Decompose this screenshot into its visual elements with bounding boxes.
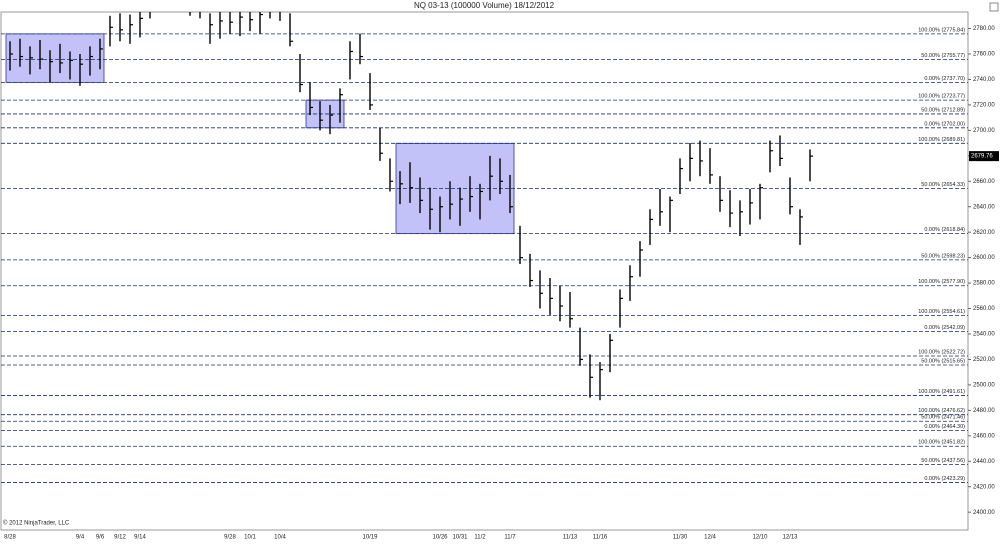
x-tick-label: 9/12: [114, 535, 126, 541]
level-label: 50.00% (2755.77): [921, 53, 965, 59]
x-tick-label: 9/6: [96, 535, 105, 541]
level-label: 0.00% (2464.30): [924, 424, 965, 430]
level-label: 50.00% (2598.23): [921, 253, 965, 259]
chart-title: NQ 03-13 (100000 Volume) 18/12/2012: [414, 1, 555, 10]
y-tick-label: 2420.00: [973, 484, 995, 490]
price-marker-label: 2679.76: [971, 154, 993, 160]
level-label: 100.00% (2577.90): [918, 279, 965, 285]
y-tick-label: 2760.00: [973, 52, 995, 58]
level-label: 0.00% (2702.00): [924, 121, 965, 127]
level-label: 0.00% (2423.29): [924, 476, 965, 482]
level-label: 50.00% (2654.33): [921, 182, 965, 188]
y-tick-label: 2700.00: [973, 128, 995, 134]
x-tick-label: 9/28: [224, 535, 236, 541]
y-tick-label: 2580.00: [973, 281, 995, 287]
x-tick-label: 9/4: [76, 535, 85, 541]
level-label: 0.00% (2618.84): [924, 227, 965, 233]
x-tick-label: 9/14: [134, 535, 146, 541]
copyright: © 2012 NinjaTrader, LLC: [3, 520, 70, 527]
x-tick-label: 11/30: [673, 535, 688, 541]
x-tick-label: 10/19: [362, 535, 378, 541]
plot: 100.00% (2775.84) 50.00% (2755.77) 0.00% (…: [1, 12, 968, 483]
y-tick-label: 2540.00: [973, 332, 995, 338]
x-tick-label: 11/13: [563, 535, 578, 541]
y-tick-label: 2660.00: [973, 179, 995, 185]
x-tick-label: 12/13: [782, 535, 798, 541]
plot-frame: [0, 11, 969, 531]
x-tick-label: 11/16: [593, 535, 608, 541]
y-tick-label: 2500.00: [973, 382, 995, 388]
panel-button[interactable]: [989, 2, 999, 12]
level-label: 100.00% (2476.62): [918, 408, 965, 414]
y-tick-label: 2400.00: [973, 510, 995, 516]
level-label: 0.00% (2737.70): [924, 76, 965, 82]
y-tick-label: 2600.00: [973, 255, 995, 261]
x-tick-label: 12/4: [704, 535, 716, 541]
x-tick-label: 11/2: [474, 535, 486, 541]
level-label: 50.00% (2515.65): [921, 358, 965, 364]
y-tick-label: 2440.00: [973, 459, 995, 465]
y-tick-label: 2560.00: [973, 306, 995, 312]
level-label: 0.00% (2542.09): [924, 325, 965, 331]
y-tick-label: 2740.00: [973, 77, 995, 83]
y-tick-label: 2620.00: [973, 230, 995, 236]
level-label: 50.00% (2471.46): [921, 415, 965, 421]
y-tick-label: 2780.00: [973, 26, 995, 32]
x-tick-label: 12/10: [752, 535, 768, 541]
y-tick-label: 2520.00: [973, 357, 995, 363]
x-tick-label: 10/4: [274, 535, 286, 541]
level-label: 100.00% (2491.61): [918, 389, 965, 395]
level-label: 100.00% (2689.81): [918, 137, 965, 143]
x-tick-label: 11/7: [504, 535, 516, 541]
x-tick-label: 8/28: [4, 535, 16, 541]
y-tick-label: 2640.00: [973, 204, 995, 210]
x-tick-label: 10/1: [244, 535, 256, 541]
y-tick-label: 2720.00: [973, 102, 995, 108]
level-label: 100.00% (2775.84): [918, 27, 965, 33]
level-label: 100.00% (2723.77): [918, 94, 965, 100]
level-label: 100.00% (2522.72): [918, 349, 965, 355]
level-label: 50.00% (2437.56): [921, 458, 965, 464]
y-tick-label: 2460.00: [973, 433, 995, 439]
price-marker: [969, 151, 999, 162]
x-tick-label: 10/31: [452, 535, 468, 541]
drawing-rectangle: [5, 33, 105, 83]
y-tick-label: 2480.00: [973, 408, 995, 414]
level-label: 100.00% (2451.82): [918, 440, 965, 446]
level-label: 100.00% (2554.61): [918, 309, 965, 315]
x-tick-label: 10/26: [432, 535, 448, 541]
level-label: 50.00% (2712.89): [921, 107, 965, 113]
